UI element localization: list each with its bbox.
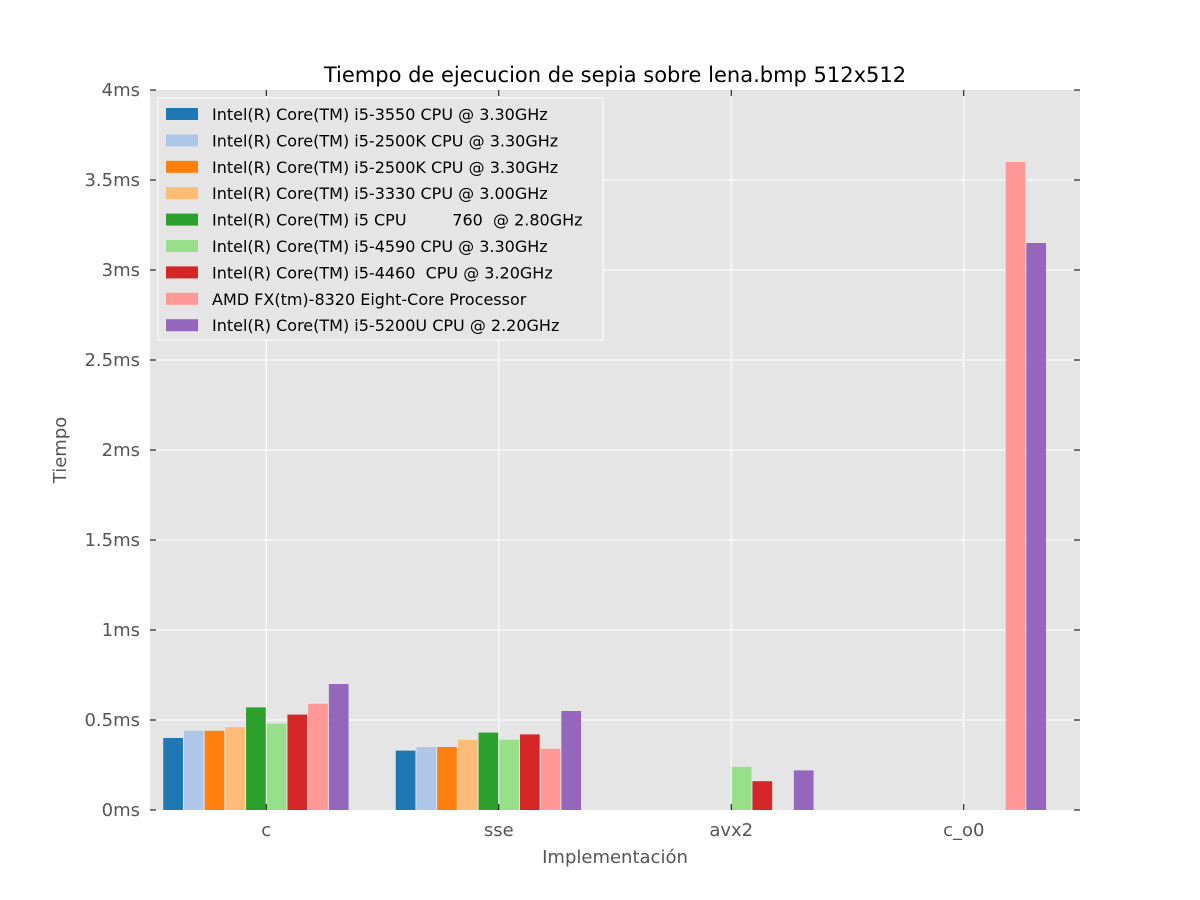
bar-sse-8: [561, 711, 582, 810]
legend-label: AMD FX(tm)-8320 Eight-Core Processor: [212, 290, 527, 309]
bar-c-6: [287, 714, 308, 810]
y-tick-label: 1.5ms: [84, 530, 140, 551]
legend: Intel(R) Core(TM) i5-3550 CPU @ 3.30GHz I…: [157, 97, 604, 341]
legend-swatch: [166, 187, 198, 200]
x-tick-label: sse: [484, 820, 514, 841]
bar-sse-5: [499, 739, 519, 810]
bar-c_o0-7: [1005, 162, 1026, 810]
bar-c-4: [246, 707, 266, 810]
x-axis-title: Implementación: [542, 847, 688, 868]
legend-swatch: [166, 240, 198, 252]
bar-c-7: [308, 703, 328, 810]
legend-swatch: [166, 160, 198, 173]
y-tick-label: 2ms: [102, 440, 140, 461]
y-axis-title: Tiempo: [50, 417, 71, 485]
bars: [163, 162, 1047, 810]
bar-c-3: [225, 727, 246, 810]
legend-label: Intel(R) Core(TM) i5-2500K CPU @ 3.30GHz: [212, 131, 558, 150]
bar-c-5: [266, 723, 287, 810]
y-tick-label: 4ms: [102, 80, 140, 101]
legend-label: Intel(R) Core(TM) i5-3550 CPU @ 3.30GHz: [212, 105, 548, 124]
legend-swatch: [166, 134, 198, 147]
bar-sse-3: [457, 739, 478, 810]
y-tick-label: 3ms: [102, 260, 140, 281]
bar-sse-1: [416, 747, 437, 810]
bar-c-2: [204, 730, 225, 810]
legend-swatch: [166, 266, 198, 279]
legend-label: Intel(R) Core(TM) i5 CPU 760 @ 2.80GHz: [212, 211, 583, 230]
x-tick-label: c_o0: [943, 820, 984, 841]
bar-avx2-5: [731, 766, 752, 810]
bar-c-0: [163, 738, 183, 810]
y-tick-label: 2.5ms: [84, 350, 140, 371]
x-tick-label: avx2: [709, 820, 753, 841]
legend-swatch: [166, 319, 198, 332]
legend-swatch: [166, 292, 198, 305]
bar-avx2-8: [793, 770, 814, 810]
bar-sse-6: [519, 734, 540, 810]
bar-sse-7: [540, 748, 561, 810]
legend-label: Intel(R) Core(TM) i5-5200U CPU @ 2.20GHz: [212, 316, 559, 335]
bar-avx2-6: [752, 781, 773, 810]
legend-swatch: [166, 108, 198, 120]
bar-sse-4: [478, 732, 499, 810]
legend-label: Intel(R) Core(TM) i5-2500K CPU @ 3.30GHz: [212, 158, 558, 177]
y-tick-label: 0ms: [102, 800, 140, 821]
y-tick-label: 0.5ms: [84, 710, 140, 731]
axes: 0ms 0.5ms 1ms 1.5ms 2ms 2.5ms 3ms 3.5ms 4ms c sse a…: [84, 80, 1080, 841]
chart-title: Tiempo de ejecucion de sepia sobre lena.…: [323, 63, 906, 87]
x-tick-label: c: [261, 820, 271, 841]
bar-sse-2: [437, 747, 457, 810]
bar-sse-0: [395, 750, 416, 810]
legend-swatch: [166, 213, 198, 226]
bar-c_o0-8: [1026, 243, 1047, 810]
y-tick-label: 3.5ms: [84, 170, 140, 191]
legend-label: Intel(R) Core(TM) i5-4590 CPU @ 3.30GHz: [212, 237, 548, 256]
bar-c-1: [183, 730, 204, 810]
legend-label: Intel(R) Core(TM) i5-3330 CPU @ 3.00GHz: [212, 184, 548, 203]
bar-c-8: [328, 684, 349, 810]
legend-label: Intel(R) Core(TM) i5-4460 CPU @ 3.20GHz: [212, 263, 553, 282]
y-tick-label: 1ms: [102, 620, 140, 641]
legend-box: [157, 97, 604, 341]
